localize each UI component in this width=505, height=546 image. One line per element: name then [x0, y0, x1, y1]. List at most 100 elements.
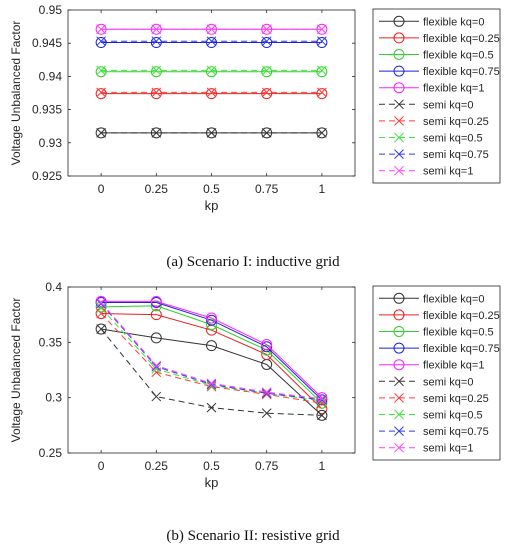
x-tick-label: 0	[98, 459, 105, 473]
y-tick-label: 0.925	[32, 169, 62, 183]
data-point	[261, 387, 272, 397]
legend-marker	[393, 292, 405, 304]
legend-label: flexible kq=1	[423, 360, 484, 372]
data-point	[317, 395, 327, 405]
data-point	[96, 297, 106, 308]
data-point	[317, 36, 327, 47]
x-axis-label: kp	[205, 198, 219, 213]
legend-label: flexible kq=0.25	[423, 33, 500, 45]
data-point	[261, 127, 272, 138]
data-point	[316, 37, 328, 49]
data-point	[316, 409, 328, 421]
data-point	[151, 87, 162, 98]
legend-marker	[393, 15, 405, 27]
series-flexible-kq-1	[95, 295, 328, 404]
data-point	[150, 332, 162, 344]
series-semi-kq-0	[96, 127, 327, 138]
y-tick-label: 0.95	[39, 3, 63, 17]
series-flexible-kq-0-5	[95, 66, 328, 78]
legend-label: semi kq=1	[423, 166, 473, 178]
legend-label: flexible kq=0	[423, 16, 484, 28]
data-point	[261, 65, 272, 76]
data-point	[95, 88, 107, 100]
data-point	[317, 127, 327, 138]
x-tick-label: 1	[319, 182, 326, 196]
y-tick-label: 0.935	[32, 103, 62, 117]
legend-label: semi kq=0.25	[423, 393, 489, 405]
series-line	[101, 301, 323, 401]
y-tick-label: 0.94	[39, 69, 63, 83]
data-point	[206, 127, 217, 138]
legend-label: semi kq=0.5	[423, 410, 483, 422]
data-point	[150, 37, 162, 49]
data-point	[151, 24, 162, 35]
x-tick-label: 0.25	[145, 459, 169, 473]
data-point	[206, 66, 217, 78]
plot-area	[67, 286, 356, 454]
data-point	[151, 391, 162, 402]
data-point	[317, 393, 327, 404]
series-semi-kq-1	[96, 297, 327, 404]
legend-label: semi kq=0.75	[423, 149, 489, 161]
x-tick-label: 0.75	[255, 459, 279, 473]
legend-marker	[394, 116, 404, 126]
panel-b: 0 0.25 0.5 0.75 1 0.25 0.3 0.35 0.4 kp Voltage Unb…	[9, 280, 501, 490]
data-point	[96, 65, 106, 76]
data-point	[150, 309, 162, 321]
panel-a: 0 0.25 0.5 0.75 1 0.925 0.93 0.935 0.94 0.945 0.95…	[9, 3, 501, 213]
legend-label: flexible kq=0.25	[423, 310, 500, 322]
legend-marker	[394, 426, 404, 436]
data-point	[261, 24, 272, 35]
data-point	[206, 319, 217, 331]
series-semi-kq-0-5	[96, 65, 327, 76]
data-point	[261, 339, 273, 351]
x-axis-label: kp	[205, 475, 219, 490]
data-point	[261, 36, 272, 47]
legend-marker	[394, 409, 404, 420]
data-point	[150, 88, 162, 100]
data-point	[206, 379, 217, 390]
legend-label: flexible kq=0.5	[423, 50, 494, 62]
y-axis-label: Voltage Unbalanced Factor	[9, 21, 23, 166]
legend-label: semi kq=0.75	[423, 426, 489, 438]
series-line	[100, 307, 322, 402]
data-point	[151, 36, 162, 47]
legend-marker	[393, 32, 405, 44]
legend-marker	[393, 49, 405, 60]
legend-marker	[394, 99, 404, 110]
y-tick-label: 0.945	[32, 36, 62, 50]
data-point	[206, 88, 217, 100]
x-tick-label: 0.75	[255, 182, 279, 196]
data-point	[317, 24, 327, 35]
data-point	[95, 323, 107, 335]
data-point	[151, 127, 162, 138]
legend-marker	[393, 326, 405, 337]
data-point	[261, 66, 273, 78]
legend-label: flexible kq=0.75	[423, 66, 500, 78]
data-point	[316, 66, 328, 78]
series-semi-kq-0	[96, 324, 327, 421]
data-point	[151, 361, 162, 372]
data-point	[206, 340, 217, 352]
series-line	[101, 313, 323, 410]
series-line	[100, 313, 322, 404]
caption-a: (a) Scenario I: inductive grid	[166, 254, 340, 270]
legend-label: semi kq=0.25	[423, 116, 489, 128]
series-flexible-kq-0	[95, 323, 328, 421]
legend-label: semi kq=1	[423, 443, 473, 455]
legend-marker	[394, 393, 404, 403]
data-point	[317, 65, 327, 76]
data-point	[206, 378, 217, 389]
y-tick-label: 0.4	[45, 280, 62, 294]
y-tick-label: 0.93	[39, 136, 63, 150]
data-point	[96, 36, 106, 47]
data-point	[206, 37, 217, 49]
legend-label: semi kq=0	[423, 99, 473, 111]
data-point	[96, 127, 106, 138]
data-point	[206, 36, 217, 47]
series-semi-kq-0-75	[96, 36, 327, 47]
series-line	[101, 300, 323, 399]
x-tick-label: 0.5	[203, 182, 220, 196]
data-point	[316, 88, 328, 100]
data-point	[261, 408, 272, 419]
